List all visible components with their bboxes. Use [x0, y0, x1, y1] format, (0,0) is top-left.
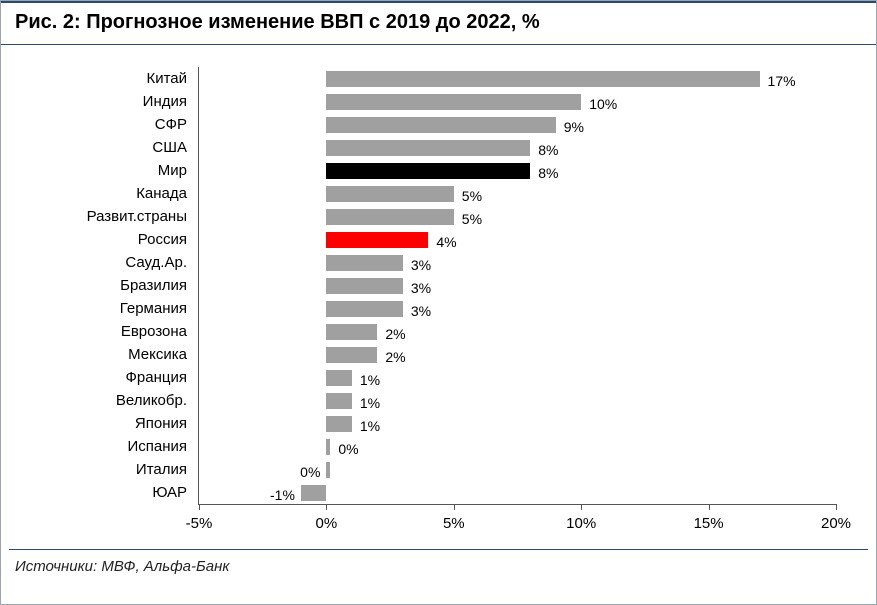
bar — [326, 255, 402, 271]
bar — [326, 163, 530, 179]
bar — [326, 186, 453, 202]
chart-title: Рис. 2: Прогнозное изменение ВВП с 2019 … — [15, 11, 862, 34]
x-tick-label: 15% — [694, 515, 724, 532]
y-label: Развит.страны — [13, 205, 193, 228]
y-label: Мексика — [13, 343, 193, 366]
bar — [326, 462, 330, 478]
x-tick — [199, 504, 200, 510]
source-text: Источники: МВФ, Альфа-Банк — [15, 558, 862, 575]
bar — [326, 117, 555, 133]
bar-row: 4% — [199, 228, 836, 251]
bar — [326, 301, 402, 317]
y-label: СФР — [13, 113, 193, 136]
bar-row: 17% — [199, 67, 836, 90]
bar-row: 1% — [199, 366, 836, 389]
bar — [326, 324, 377, 340]
bar — [326, 140, 530, 156]
bars-container: 17%10%9%8%8%5%5%4%3%3%3%2%2%1%1%1%0%0%-1… — [199, 67, 836, 504]
bar-row: 10% — [199, 90, 836, 113]
title-bar: Рис. 2: Прогнозное изменение ВВП с 2019 … — [1, 1, 876, 45]
y-label: Германия — [13, 297, 193, 320]
y-label: Великобр. — [13, 389, 193, 412]
x-tick — [836, 504, 837, 510]
bar — [326, 71, 759, 87]
y-label: Сауд.Ар. — [13, 251, 193, 274]
bar-row: 5% — [199, 182, 836, 205]
y-label: Япония — [13, 412, 193, 435]
y-label: Канада — [13, 182, 193, 205]
y-label: Бразилия — [13, 274, 193, 297]
x-tick-label: 5% — [443, 515, 465, 532]
bar-row: 5% — [199, 205, 836, 228]
bar — [326, 393, 351, 409]
x-tick — [709, 504, 710, 510]
bar — [326, 209, 453, 225]
bar — [326, 278, 402, 294]
y-label: Россия — [13, 228, 193, 251]
bar — [326, 94, 581, 110]
bar-row: 2% — [199, 343, 836, 366]
bar-row: 1% — [199, 412, 836, 435]
bar-row: 3% — [199, 251, 836, 274]
bar-row: -1% — [199, 481, 836, 504]
bar-row: 1% — [199, 389, 836, 412]
x-tick-label: 0% — [316, 515, 338, 532]
y-label: Франция — [13, 366, 193, 389]
y-label: Еврозона — [13, 320, 193, 343]
bar-row: 3% — [199, 297, 836, 320]
figure-frame: Рис. 2: Прогнозное изменение ВВП с 2019 … — [0, 0, 877, 605]
x-tick — [581, 504, 582, 510]
bar — [326, 416, 351, 432]
y-label: Мир — [13, 159, 193, 182]
bar-row: 8% — [199, 159, 836, 182]
plot-region: 17%10%9%8%8%5%5%4%3%3%3%2%2%1%1%1%0%0%-1… — [198, 67, 836, 505]
bar-row: 0% — [199, 458, 836, 481]
x-tick-label: -5% — [186, 515, 213, 532]
y-label: Китай — [13, 67, 193, 90]
bar-row: 8% — [199, 136, 836, 159]
bar-row: 0% — [199, 435, 836, 458]
y-label: Италия — [13, 458, 193, 481]
x-tick — [326, 504, 327, 510]
y-label: Индия — [13, 90, 193, 113]
bar — [301, 485, 326, 501]
bar-row: 9% — [199, 113, 836, 136]
y-label: Испания — [13, 435, 193, 458]
y-axis-labels: КитайИндияСФРСШАМирКанадаРазвит.страныРо… — [13, 67, 193, 504]
chart-area: КитайИндияСФРСШАМирКанадаРазвит.страныРо… — [13, 63, 848, 545]
bar — [326, 439, 330, 455]
bar-row: 2% — [199, 320, 836, 343]
y-label: США — [13, 136, 193, 159]
source-divider: Источники: МВФ, Альфа-Банк — [9, 549, 868, 575]
x-tick-label: 20% — [821, 515, 851, 532]
value-label: -1% — [270, 484, 295, 507]
x-tick — [454, 504, 455, 510]
y-label: ЮАР — [13, 481, 193, 504]
x-tick-label: 10% — [566, 515, 596, 532]
bar — [326, 347, 377, 363]
bar — [326, 232, 428, 248]
bar-row: 3% — [199, 274, 836, 297]
bar — [326, 370, 351, 386]
